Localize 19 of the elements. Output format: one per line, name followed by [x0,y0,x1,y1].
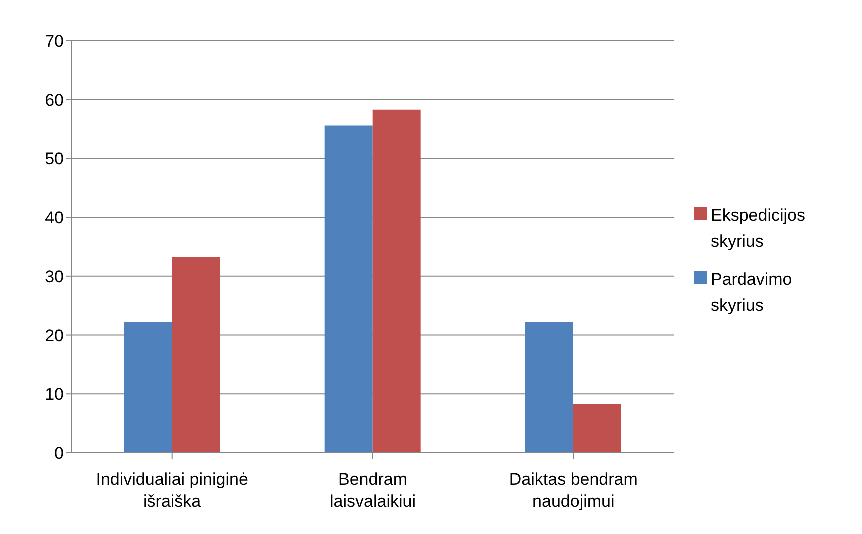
legend-label: Pardavimo skyrius [711,269,794,317]
y-tick-label: 40 [45,208,64,228]
y-tick-label: 60 [45,90,64,110]
bar [574,404,622,453]
y-tick-label: 0 [54,444,64,464]
x-tick-label: Daiktas bendram naudojimui [509,470,638,511]
bar [124,322,172,453]
y-tick-label: 20 [45,326,64,346]
y-tick-label: 10 [45,385,64,404]
x-tick-label: Individualiai piniginė išraiška [96,470,248,511]
bar [372,110,421,453]
x-tick-label: Bendram laisvalaikiui [330,470,416,511]
bar [526,322,574,453]
y-tick-label: 30 [45,267,64,286]
bar [324,126,373,453]
y-tick-label: 50 [45,150,64,169]
bar [172,257,220,453]
y-tick-label: 70 [45,32,64,52]
legend-label: Ekspedicijos skyrius [711,205,806,253]
